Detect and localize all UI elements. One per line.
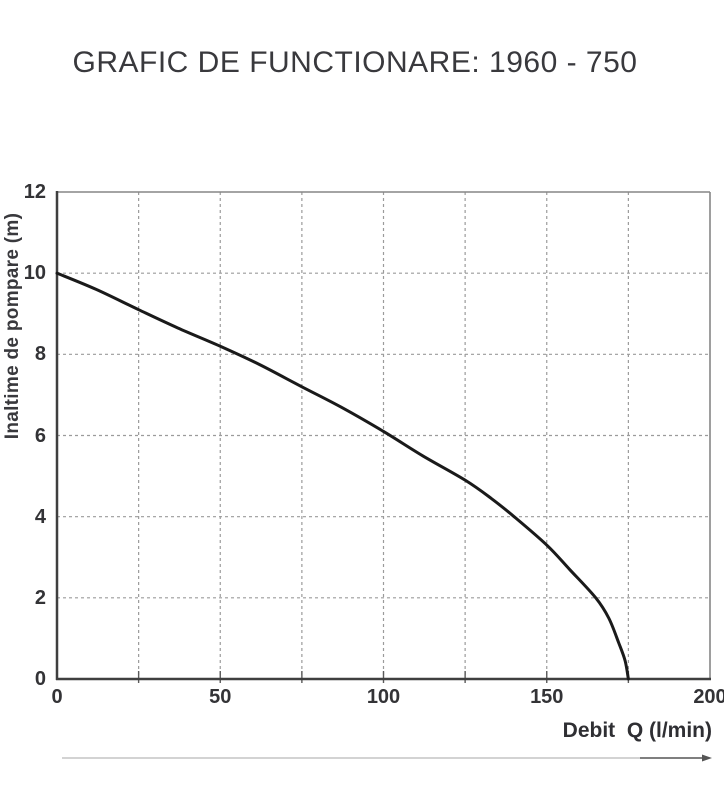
y-tick-label: 8 [34, 343, 46, 366]
x-tick-label: 100 [366, 686, 401, 708]
y-tick-label: 6 [34, 424, 46, 447]
x-tick-label: 150 [530, 686, 564, 708]
x-axis-title: Debit Q (l/min) [562, 719, 712, 742]
x-tick-label: 50 [209, 686, 232, 708]
y-tick-label: 12 [23, 181, 46, 203]
y-tick-label: 10 [23, 262, 46, 285]
x-tick-label: 200 [693, 686, 724, 708]
y-tick-label: 4 [34, 505, 46, 528]
arrow-right-icon [702, 754, 712, 762]
chart-title: GRAFIC DE FUNCTIONARE: 1960 - 750 [72, 46, 638, 79]
x-tick-label: 0 [51, 686, 63, 708]
y-tick-label: 2 [34, 586, 46, 609]
y-tick-label: 0 [34, 668, 46, 690]
pump-curve [55, 271, 630, 681]
